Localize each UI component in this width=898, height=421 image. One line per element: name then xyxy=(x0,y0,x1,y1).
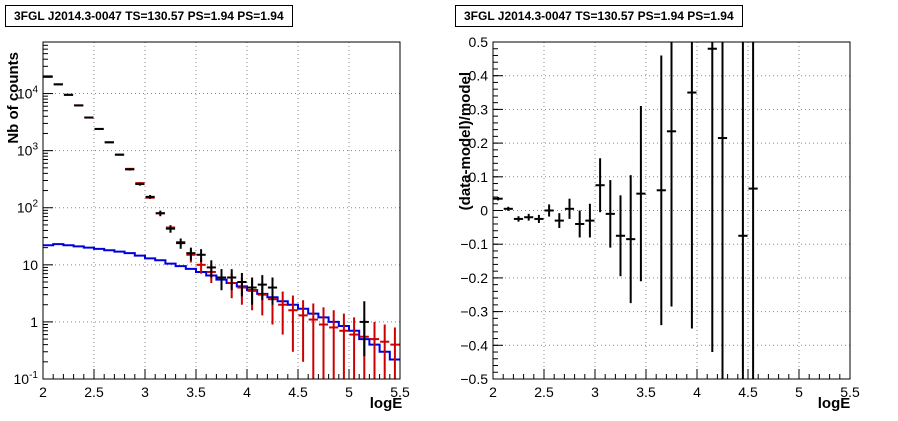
right-ytick-label: 0.4 xyxy=(469,68,489,84)
left-ytick-label: 1 xyxy=(30,314,38,330)
left-xtick-label: 3.5 xyxy=(186,384,206,400)
right-ytick-label: −0.5 xyxy=(460,371,488,387)
left-x-axis-label: logE xyxy=(370,395,403,412)
right-ytick-label: −0.2 xyxy=(460,270,488,286)
left-xtick-label: 2.5 xyxy=(84,384,104,400)
left-ytick-label: 104 xyxy=(17,85,39,102)
right-xtick-label: 4.5 xyxy=(738,384,758,400)
left-xtick-label: 4.5 xyxy=(288,384,308,400)
right-xtick-label: 4 xyxy=(693,384,701,400)
left-ytick-label: 103 xyxy=(17,142,39,159)
right-ytick-label: −0.4 xyxy=(460,337,488,353)
right-xtick-label: 5.5 xyxy=(840,384,860,400)
right-x-axis-label: logE xyxy=(818,395,851,412)
right-chart-title: 3FGL J2014.3-0047 TS=130.57 PS=1.94 PS=1… xyxy=(455,5,743,27)
left-xtick-label: 5.5 xyxy=(390,384,410,400)
right-xtick-label: 2 xyxy=(489,384,497,400)
right-y-axis-label: (data-model)/model xyxy=(457,72,474,210)
right-xtick-label: 3 xyxy=(591,384,599,400)
right-xtick-label: 5 xyxy=(795,384,803,400)
right-ytick-label: 0.5 xyxy=(469,34,489,50)
left-ytick-label: 10 xyxy=(22,257,38,273)
right-xtick-label: 3.5 xyxy=(636,384,656,400)
left-ytick-label: 102 xyxy=(17,199,39,216)
left-xtick-label: 4 xyxy=(243,384,251,400)
right-ytick-label: 0 xyxy=(480,203,488,219)
left-model-step-line xyxy=(43,243,400,361)
right-ytick-label: 0.3 xyxy=(469,101,489,117)
right-ytick-label: −0.1 xyxy=(460,236,488,252)
right-xtick-label: 2.5 xyxy=(534,384,554,400)
left-chart-title: 3FGL J2014.3-0047 TS=130.57 PS=1.94 PS=1… xyxy=(5,5,293,27)
left-ytick-label: 10-1 xyxy=(14,370,39,387)
left-frame xyxy=(42,41,401,380)
right-ytick-label: 0.2 xyxy=(469,135,489,151)
left-y-axis-label: Nb of counts xyxy=(5,52,22,144)
right-ytick-label: −0.3 xyxy=(460,304,488,320)
left-xtick-label: 2 xyxy=(39,384,47,400)
right-ytick-label: 0.1 xyxy=(469,169,489,185)
left-xtick-label: 5 xyxy=(345,384,353,400)
left-xtick-label: 3 xyxy=(141,384,149,400)
